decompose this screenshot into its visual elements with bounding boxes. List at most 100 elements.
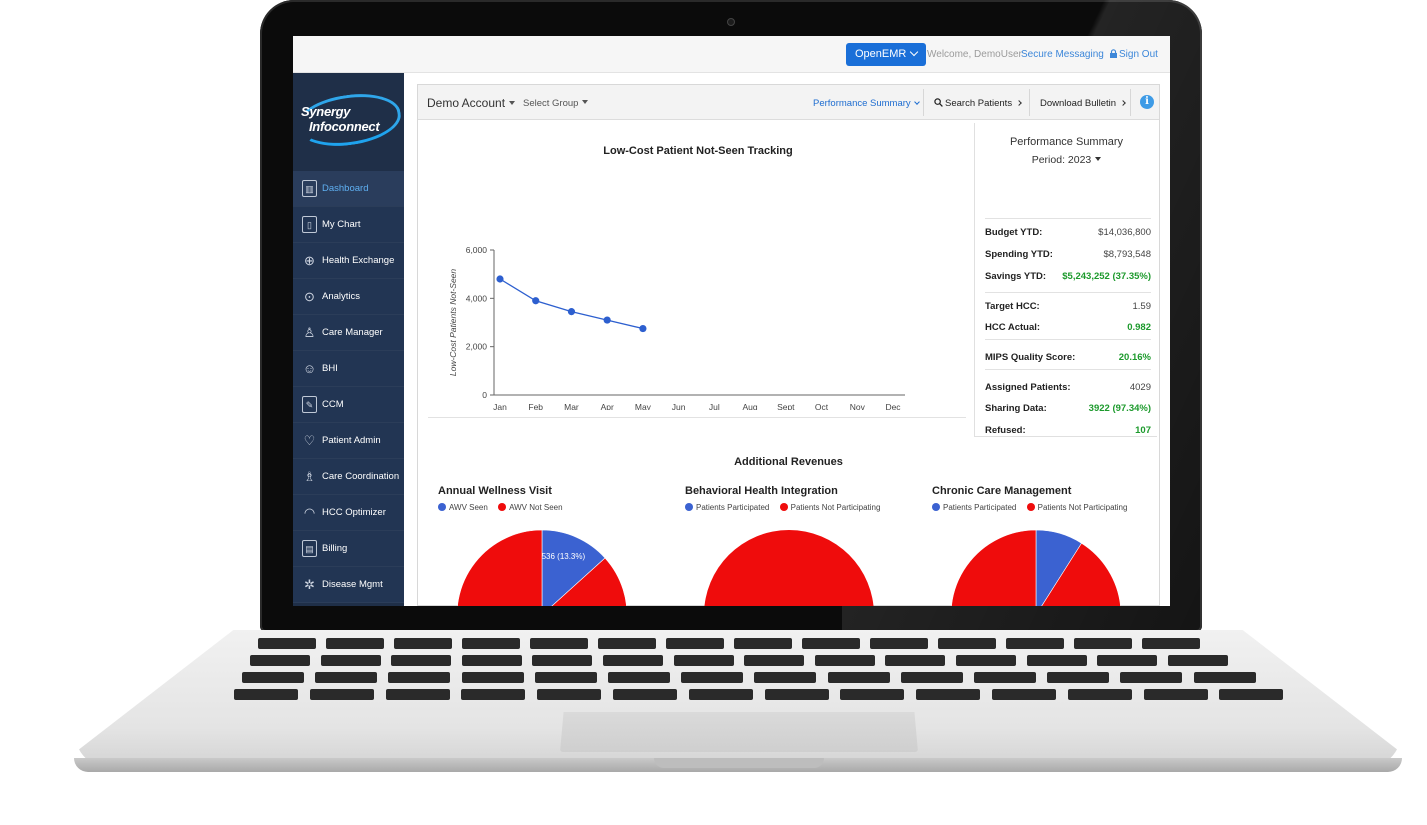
group-label: Select Group	[523, 98, 579, 109]
key-row	[258, 638, 1218, 651]
pie-slice	[704, 530, 874, 606]
sign-out-link[interactable]: Sign Out	[1119, 49, 1158, 60]
main-content: Demo Account Select Group Performance Su…	[417, 84, 1160, 606]
welcome-text: Welcome, DemoUser	[927, 49, 1022, 60]
sidebar-item-billing[interactable]: ▤ Billing	[293, 531, 404, 567]
account-label: Demo Account	[427, 96, 506, 110]
summary-value: 1.59	[1132, 301, 1152, 312]
legend-item[interactable]: Patients Participated	[685, 503, 769, 512]
logo-text-line1: Synergy	[301, 104, 351, 119]
download-bulletin-label: Download Bulletin	[1040, 98, 1117, 109]
summary-value: $8,793,548	[1103, 249, 1151, 260]
group-dropdown[interactable]: Select Group	[523, 98, 589, 109]
summary-divider	[985, 339, 1151, 340]
sidebar-item-label: Health Exchange	[322, 255, 395, 266]
pie-legend: Patients Participated Patients Not Parti…	[932, 503, 1135, 512]
x-tick-label: Nov	[850, 402, 866, 410]
summary-divider	[985, 292, 1151, 293]
legend-item[interactable]: AWV Seen	[438, 503, 488, 512]
sidebar-item-label: Care Coordination	[322, 471, 400, 482]
sidebar-item-hcc-optimizer[interactable]: ◠ HCC Optimizer	[293, 495, 404, 531]
key	[608, 672, 670, 683]
line-chart: 0 2,000 4,000 6,000 Jan Feb Mar Apr May Jun Jul Aug…	[448, 245, 905, 410]
summary-row: Refused: 107	[985, 425, 1151, 436]
info-icon[interactable]: i	[1140, 95, 1154, 109]
toolbar-divider	[1029, 89, 1030, 116]
legend-label: AWV Seen	[449, 503, 488, 512]
key	[598, 638, 656, 649]
pie-title: Annual Wellness Visit	[438, 485, 552, 497]
caret-down-icon	[509, 101, 516, 105]
summary-row: Savings YTD: $5,243,252 (37.35%)	[985, 271, 1151, 282]
chevron-down-icon	[910, 47, 919, 57]
logo-text-line2: Infoconnect	[309, 119, 380, 134]
performance-summary-dropdown[interactable]: Performance Summary	[813, 98, 920, 109]
download-bulletin-button[interactable]: Download Bulletin	[1040, 98, 1126, 109]
gauge-icon: ◠	[303, 505, 316, 520]
summary-value: $5,243,252 (37.35%)	[1062, 271, 1151, 282]
sidebar-item-health-exchange[interactable]: ⊕ Health Exchange	[293, 243, 404, 279]
person-icon: ♙	[303, 325, 316, 340]
secure-messaging-label: Secure Messaging	[1021, 49, 1104, 60]
period-label: Period: 2023	[1031, 154, 1092, 166]
sidebar-item-label: CCM	[322, 399, 344, 410]
key	[1142, 638, 1200, 649]
legend-label: Patients Participated	[943, 503, 1017, 512]
summary-row: Sharing Data: 3922 (97.34%)	[985, 403, 1151, 414]
account-dropdown[interactable]: Demo Account	[427, 96, 516, 110]
x-tick-label: Feb	[528, 402, 543, 410]
key	[764, 689, 829, 700]
legend-item[interactable]: AWV Not Seen	[498, 503, 563, 512]
key	[462, 638, 520, 649]
toolbar-divider	[1130, 89, 1131, 116]
sidebar-item-care-manager[interactable]: ♙ Care Manager	[293, 315, 404, 351]
key	[734, 638, 792, 649]
sidebar-item-bhi[interactable]: ☺ BHI	[293, 351, 404, 387]
key	[388, 672, 451, 683]
key	[534, 672, 597, 683]
x-tick-label: Jul	[709, 402, 720, 410]
sidebar-item-care-coordination[interactable]: ♗ Care Coordination	[293, 459, 404, 495]
sidebar-item-analytics[interactable]: ⊙ Analytics	[293, 279, 404, 315]
summary-key: HCC Actual:	[985, 322, 1041, 333]
x-tick-label: Sept	[777, 402, 795, 410]
key	[681, 672, 744, 683]
webcam-icon	[727, 18, 735, 26]
x-tick-label: Dec	[885, 402, 901, 410]
y-tick-label: 6,000	[466, 245, 488, 255]
walker-icon: ♗	[303, 469, 316, 484]
openemr-button[interactable]: OpenEMR	[846, 43, 927, 66]
data-point	[532, 297, 540, 305]
search-patients-button[interactable]: Search Patients	[934, 98, 1022, 109]
legend-item[interactable]: Patients Not Participating	[1026, 503, 1127, 512]
key	[603, 655, 663, 666]
secure-messaging-link[interactable]: Secure Messaging	[1021, 49, 1118, 60]
chevron-down-icon	[913, 99, 920, 105]
sidebar-item-patient-admin[interactable]: ♡ Patient Admin	[293, 423, 404, 459]
sidebar-item-dashboard[interactable]: ▥ Dashboard	[293, 171, 404, 207]
sidebar-item-disease-mgmt[interactable]: ✲ Disease Mgmt	[293, 567, 404, 603]
key	[754, 672, 817, 683]
search-patients-label: Search Patients	[945, 98, 1013, 109]
summary-key: Target HCC:	[985, 301, 1040, 312]
pie-legend: Patients Participated Patients Not Parti…	[685, 503, 888, 512]
chevron-right-icon	[1120, 100, 1126, 106]
legend-label: AWV Not Seen	[509, 503, 563, 512]
y-axis-label: Low-Cost Patients Not-Seen	[448, 269, 458, 377]
legend-label: Patients Not Participating	[790, 503, 881, 512]
x-tick-label: Apr	[601, 402, 614, 410]
summary-key: Spending YTD:	[985, 249, 1053, 260]
key	[537, 689, 602, 700]
pie-ccm: Chronic Care Management Patients Partici…	[932, 485, 1170, 606]
caret-down-icon	[582, 100, 589, 104]
key	[827, 672, 890, 683]
sidebar-item-my-chart[interactable]: ▯ My Chart	[293, 207, 404, 243]
period-dropdown[interactable]: Period: 2023	[975, 154, 1158, 166]
sidebar-item-ccm[interactable]: ✎ CCM	[293, 387, 404, 423]
key	[258, 638, 316, 649]
legend-item[interactable]: Patients Participated	[932, 503, 1016, 512]
key	[840, 689, 905, 700]
summary-value: 3922 (97.34%)	[1088, 403, 1151, 414]
legend-item[interactable]: Patients Not Participating	[779, 503, 881, 512]
